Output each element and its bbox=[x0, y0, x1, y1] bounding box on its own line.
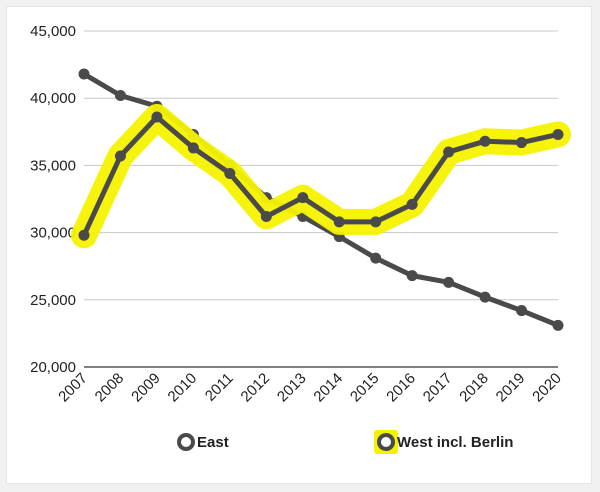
east-point bbox=[114, 90, 126, 102]
west-incl-berlin-point bbox=[151, 111, 163, 123]
east-point bbox=[443, 276, 455, 288]
west-incl-berlin-point bbox=[260, 210, 272, 222]
x-tick-label: 2014 bbox=[310, 370, 346, 406]
west-incl-berlin-point bbox=[516, 137, 528, 149]
y-tick-label: 30,000 bbox=[30, 225, 76, 242]
west-incl-berlin-point bbox=[370, 216, 382, 228]
y-tick-label: 45,000 bbox=[30, 23, 76, 40]
west-incl-berlin-point bbox=[114, 150, 126, 162]
x-tick-label: 2015 bbox=[347, 370, 383, 406]
west-incl-berlin-point bbox=[297, 192, 309, 204]
west-incl-berlin-point bbox=[406, 198, 418, 210]
west-incl-berlin-point bbox=[552, 128, 564, 140]
west-incl-berlin-legend-marker bbox=[377, 433, 395, 451]
east-point bbox=[370, 252, 382, 264]
west-incl-berlin-point bbox=[333, 216, 345, 228]
x-tick-label: 2017 bbox=[420, 370, 456, 406]
east-point bbox=[406, 270, 418, 282]
x-axis-ticks: 2007 2008 2009 2010 2011 2012 2013 2014 2015 2016… bbox=[55, 370, 565, 406]
west-incl-berlin-point bbox=[224, 167, 236, 179]
y-tick-label: 20,000 bbox=[30, 359, 76, 376]
y-tick-label: 25,000 bbox=[30, 292, 76, 309]
east-legend-marker bbox=[177, 433, 195, 451]
west-incl-berlin-legend-label: West incl. Berlin bbox=[397, 434, 513, 451]
legend: East West incl. Berlin bbox=[177, 430, 513, 454]
x-tick-label: 2010 bbox=[165, 370, 201, 406]
east-legend-label: East bbox=[197, 434, 229, 451]
x-tick-label: 2016 bbox=[383, 370, 419, 406]
west-incl-berlin-line bbox=[81, 114, 561, 238]
x-tick-label: 2020 bbox=[529, 370, 565, 406]
x-tick-label: 2009 bbox=[128, 370, 164, 406]
west-incl-berlin-highlight bbox=[71, 104, 571, 249]
west-incl-berlin-point bbox=[479, 135, 491, 147]
east-point bbox=[552, 319, 564, 331]
x-tick-label: 2008 bbox=[92, 370, 128, 406]
west-incl-berlin-point bbox=[187, 142, 199, 154]
west-incl-berlin-point bbox=[443, 146, 455, 158]
x-tick-label: 2011 bbox=[202, 370, 237, 405]
x-tick-label: 2019 bbox=[493, 370, 529, 406]
east-point bbox=[78, 68, 90, 80]
west-incl-berlin-point bbox=[78, 229, 90, 241]
x-tick-label: 2018 bbox=[456, 370, 492, 406]
east-point bbox=[516, 305, 528, 317]
x-tick-label: 2012 bbox=[238, 370, 274, 406]
series-group bbox=[71, 68, 571, 331]
x-tick-label: 2013 bbox=[274, 370, 310, 406]
east-point bbox=[479, 291, 491, 303]
y-axis-ticks: 20,000 25,000 30,000 35,000 40,000 45,000 bbox=[30, 23, 76, 376]
gridlines bbox=[84, 30, 558, 368]
y-tick-label: 35,000 bbox=[30, 157, 76, 174]
y-tick-label: 40,000 bbox=[30, 90, 76, 107]
